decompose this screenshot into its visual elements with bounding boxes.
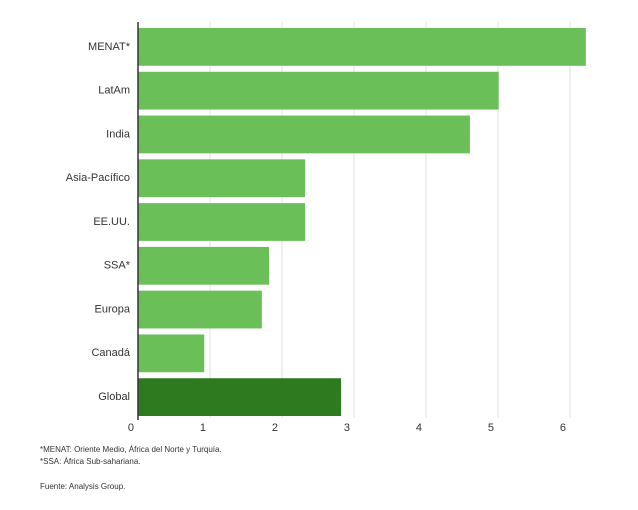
y-tick-label: Europa [95, 303, 131, 315]
bar [138, 28, 586, 66]
footnote: *MENAT: Oriente Medio, África del Norte … [40, 445, 222, 454]
y-tick-label: LatAm [98, 85, 130, 97]
bar [138, 71, 499, 110]
y-tick-label: Canadá [91, 347, 130, 359]
bar [138, 378, 342, 416]
bar [138, 334, 205, 373]
bar [138, 159, 306, 198]
bar [138, 290, 262, 329]
x-tick-label: 4 [416, 422, 422, 434]
y-tick-label: EE.UU. [93, 216, 130, 228]
y-tick-label: Asia-Pacífico [66, 172, 130, 184]
y-tick-label: Global [98, 391, 130, 403]
y-tick-label: India [106, 128, 131, 140]
footnote: *SSA: África Sub-sahariana. [40, 457, 141, 466]
x-tick-label: 3 [344, 422, 350, 434]
x-tick-label: 1 [200, 422, 206, 434]
y-tick-label: SSA* [104, 260, 131, 272]
x-tick-label: 5 [488, 422, 494, 434]
bar [138, 203, 306, 241]
y-tick-label: MENAT* [88, 41, 131, 53]
bar [138, 115, 470, 154]
x-tick-label: 2 [272, 422, 278, 434]
source: Fuente: Analysis Group. [40, 482, 125, 491]
x-tick-label: 6 [560, 422, 566, 434]
bar [138, 246, 270, 285]
x-tick-label: 0 [128, 422, 134, 434]
